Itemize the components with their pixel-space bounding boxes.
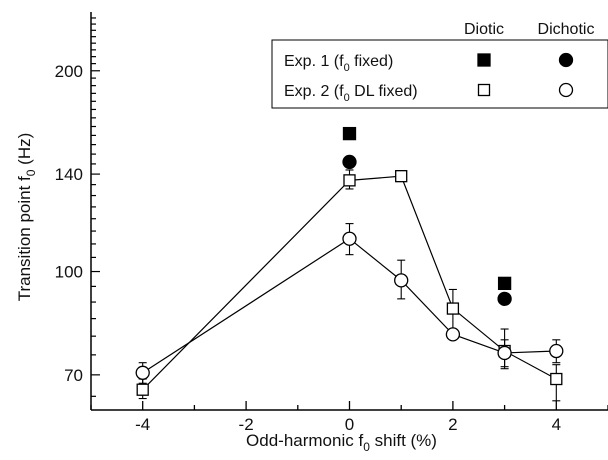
legend-row-label: Exp. 1 (f0 fixed) — [284, 53, 393, 74]
exp2-diotic-point — [343, 174, 356, 187]
exp2-dichotic-line — [142, 237, 557, 374]
exp1-diotic-point — [497, 276, 512, 291]
legend-diotic-marker — [477, 83, 491, 97]
exp2-dichotic-point — [135, 365, 150, 380]
legend-row-label: Exp. 2 (f0 DL fixed) — [284, 83, 418, 104]
exp2-diotic-point — [550, 372, 563, 386]
y-tick-label: 100 — [55, 263, 83, 282]
y-axis-title: Transition point f0 (Hz) — [15, 133, 38, 302]
exp2-diotic-point — [136, 383, 149, 396]
x-tick-label: 2 — [448, 415, 457, 434]
y-tick-label: 140 — [55, 165, 83, 184]
exp2-dichotic-series — [135, 223, 564, 384]
exp1-diotic-point — [342, 126, 357, 141]
exp2-diotic-point — [446, 302, 460, 315]
legend: Diotic Dichotic Exp. 1 (f0 fixed) Exp. 2 (f… — [271, 21, 608, 109]
legend-col-header: Dichotic — [538, 21, 595, 38]
x-tick-label: -4 — [135, 415, 150, 434]
x-tick-label: 0 — [345, 415, 354, 434]
exp2-dichotic-point — [394, 273, 409, 288]
legend-diotic-marker — [477, 53, 491, 67]
x-tick-label: -2 — [239, 415, 254, 434]
ticks: -4 -2 0 2 4 70 100 140 200 — [55, 17, 608, 434]
exp2-dichotic-point — [497, 345, 512, 361]
exp2-dichotic-point — [549, 343, 564, 359]
x-tick-label: 4 — [552, 415, 561, 434]
exp2-diotic-line — [142, 175, 557, 391]
exp1-dichotic-point — [497, 291, 512, 307]
exp1-diotic-series — [342, 126, 512, 291]
legend-col-header: Diotic — [464, 21, 504, 38]
exp1-dichotic-series — [342, 154, 512, 307]
y-tick-label: 70 — [64, 366, 83, 385]
exp2-dichotic-point — [445, 327, 461, 342]
legend-dichotic-marker — [558, 52, 574, 68]
x-axis-title: Odd-harmonic f0 shift (%) — [246, 431, 437, 454]
y-tick-label: 200 — [55, 62, 83, 81]
legend-dichotic-marker — [558, 82, 574, 98]
exp2-dichotic-point — [342, 231, 357, 246]
exp2-diotic-point — [395, 170, 408, 183]
series-layer — [135, 126, 564, 402]
exp1-dichotic-point — [342, 154, 357, 170]
